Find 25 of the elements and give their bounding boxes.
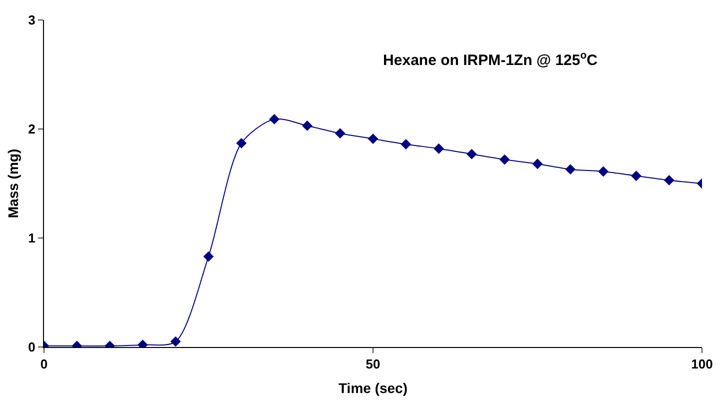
text: Hexane on IRPM-1Zn @ 125$^{o}$C	[383, 50, 598, 69]
point	[532, 158, 543, 170]
point	[269, 114, 280, 124]
point	[236, 138, 247, 148]
point	[466, 148, 477, 160]
point	[368, 134, 378, 144]
y-tick-label: 1	[28, 230, 36, 246]
x-tick-label: 50	[366, 356, 380, 372]
y-tick-label: 3	[28, 12, 36, 28]
point	[664, 175, 674, 186]
x-tick-label: 0	[40, 356, 48, 372]
point	[565, 164, 576, 175]
x-tick-label: 100	[691, 356, 713, 372]
point	[400, 139, 412, 150]
y-tick-label: 2	[28, 122, 36, 137]
point	[302, 120, 312, 131]
point	[499, 154, 510, 165]
y-axis-title: Mass (mg)	[4, 148, 21, 218]
point	[434, 143, 444, 154]
point	[598, 166, 608, 177]
point	[334, 128, 346, 139]
point	[631, 170, 642, 182]
y-tick-label: 0	[28, 340, 36, 355]
point	[203, 251, 214, 262]
x-axis-title: Time (sec)	[338, 380, 408, 396]
